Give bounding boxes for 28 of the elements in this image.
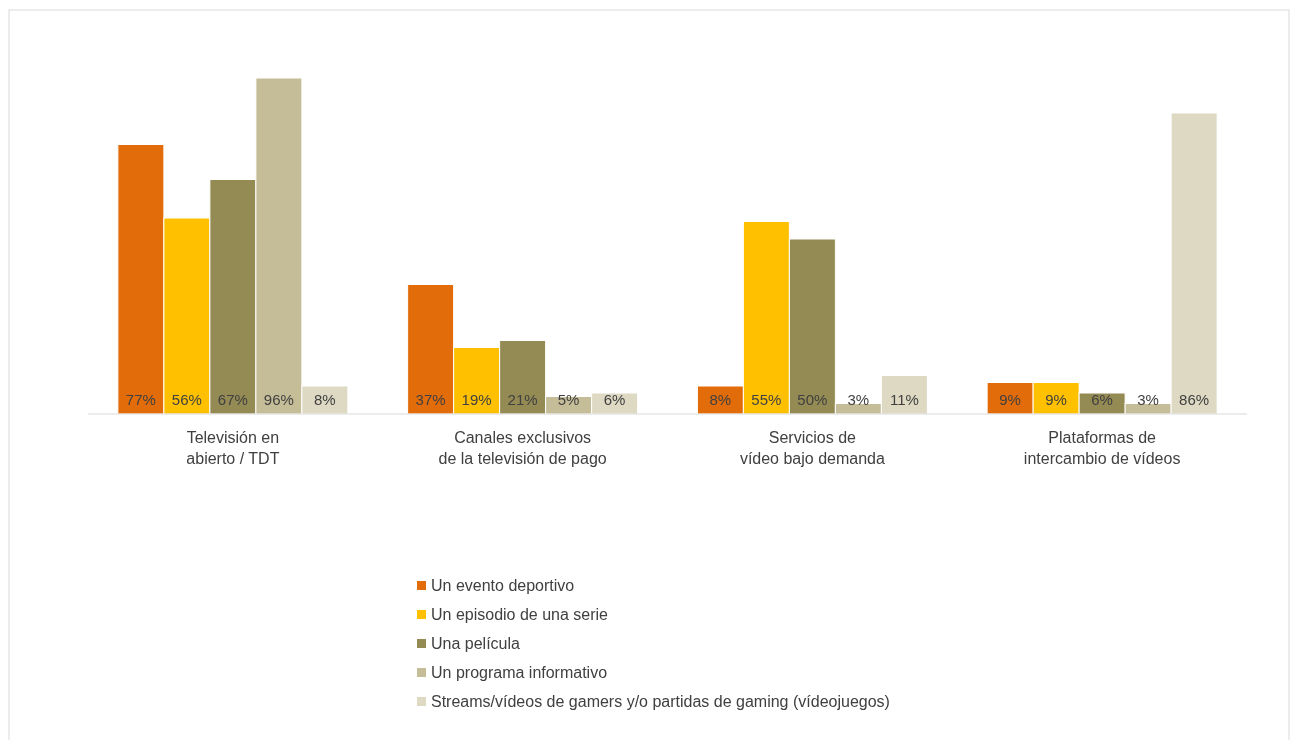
x-tick-label: Televisión en abierto / TDT: [186, 429, 280, 467]
data-label: 96%: [263, 391, 294, 408]
x-tick-label: Canales exclusivos de la televisión de pago: [438, 429, 607, 467]
x-tick-label: Servicios de vídeo bajo demanda: [739, 429, 885, 467]
data-label: 19%: [461, 391, 492, 408]
data-label: 37%: [415, 391, 446, 408]
data-label: 56%: [171, 391, 202, 408]
data-label: 67%: [217, 391, 248, 408]
data-label: 8%: [709, 391, 732, 408]
data-label: 50%: [797, 391, 828, 408]
legend-label: Un evento deportivo: [431, 577, 575, 594]
data-label: 77%: [125, 391, 156, 408]
data-label: 9%: [999, 391, 1021, 408]
data-label: 6%: [1091, 391, 1113, 408]
data-label: 3%: [1137, 391, 1159, 408]
legend-label: Un programa informativo: [431, 664, 608, 681]
data-label: 86%: [1179, 391, 1210, 408]
data-label: 11%: [889, 391, 919, 408]
legend-label: Un episodio de una serie: [431, 606, 609, 623]
data-label: 9%: [1045, 391, 1067, 408]
x-tick-label: Plataformas de intercambio de vídeos: [1023, 429, 1181, 467]
data-label: 55%: [751, 391, 782, 408]
legend-label: Streams/vídeos de gamers y/o partidas de gaming (vídeojuegos): [431, 693, 890, 710]
data-label: 21%: [507, 391, 538, 408]
legend-label: Una película: [431, 635, 521, 652]
data-label: 3%: [847, 391, 870, 408]
data-label: 8%: [314, 391, 336, 408]
data-label: 6%: [603, 391, 626, 408]
